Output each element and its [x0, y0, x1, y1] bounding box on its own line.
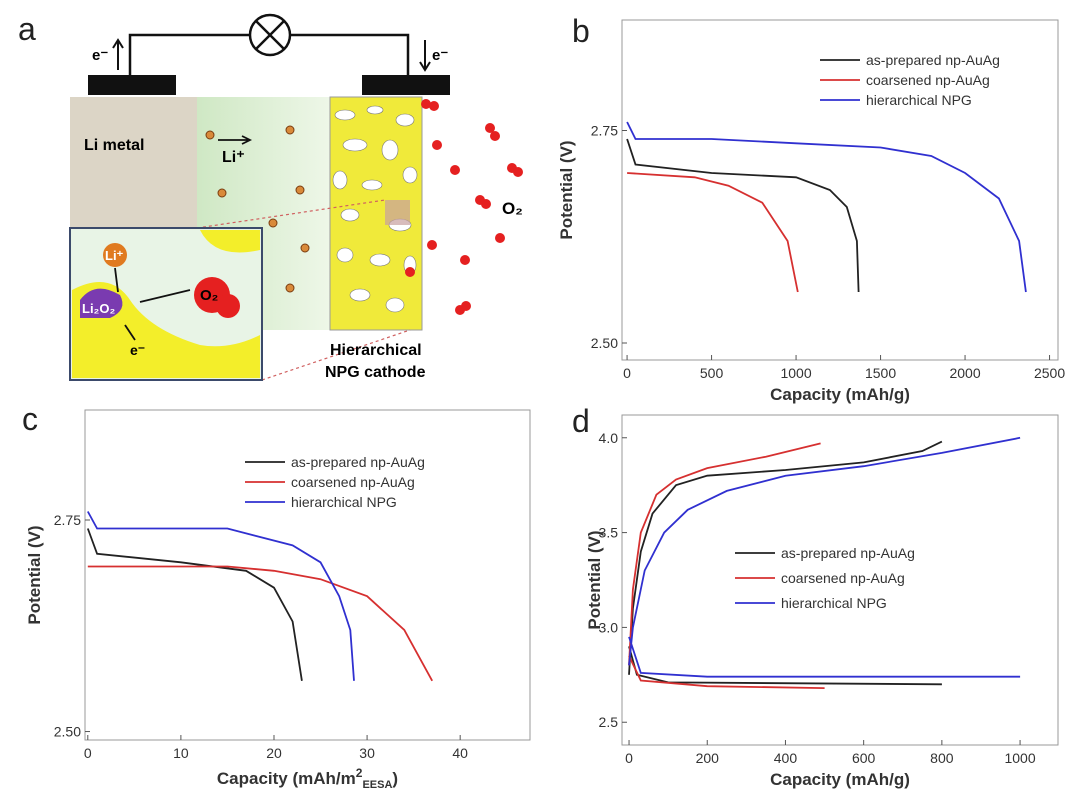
data-line — [626, 121, 1027, 293]
y-tick-label: 4.0 — [599, 430, 619, 446]
y-tick-label: 3.5 — [599, 525, 619, 541]
x-axis-title-part: Capacity (mAh/m — [217, 769, 356, 788]
o2 — [216, 294, 240, 318]
y-tick-label: 2.75 — [54, 512, 81, 528]
data-line — [628, 440, 943, 686]
cathode-label: NPG cathode — [325, 364, 426, 381]
y-axis-title: Potential (V) — [557, 140, 576, 239]
o2-label: O₂ — [502, 199, 523, 218]
arrow — [112, 38, 124, 70]
arrow — [419, 40, 431, 72]
x-tick-label: 600 — [852, 750, 876, 766]
y-tick-label: 2.50 — [54, 724, 81, 740]
pores — [332, 105, 418, 313]
x-tick-label: 0 — [625, 750, 633, 766]
x-axis-title: Capacity (mAh/g) — [770, 385, 910, 404]
x-tick-label: 40 — [452, 745, 468, 761]
legend-label: as-prepared np-AuAg — [781, 545, 915, 561]
panel-label: d — [572, 403, 590, 439]
data-line — [627, 172, 799, 293]
lamp-cross — [255, 20, 285, 50]
x-axis-title-part: EESA — [362, 779, 392, 791]
zoom-lines — [196, 199, 411, 381]
legend-label: hierarchical NPG — [866, 92, 972, 108]
x-tick-label: 800 — [930, 750, 954, 766]
panel-label: b — [572, 13, 590, 49]
x-tick-label: 2000 — [949, 365, 980, 381]
wire — [128, 33, 250, 75]
x-tick-label: 2500 — [1034, 365, 1065, 381]
li-ion — [103, 243, 127, 267]
x-tick-label: 30 — [359, 745, 375, 761]
electron-label: e⁻ — [92, 47, 108, 64]
x-tick-label: 400 — [774, 750, 798, 766]
inset-e-label: e⁻ — [130, 342, 145, 358]
li2o2-deposit — [80, 288, 123, 318]
legend-label: coarsened np-AuAg — [781, 570, 905, 586]
legend-label: coarsened np-AuAg — [291, 474, 415, 490]
panel-label: c — [22, 401, 38, 437]
arrow — [218, 135, 253, 145]
zoom-region — [385, 200, 410, 225]
panel-label: a — [18, 11, 36, 47]
legend-label: hierarchical NPG — [291, 494, 397, 510]
diagram: a e⁻ e⁻ Li metal Li⁺ O₂ Li₂O₂ Li⁺ O₂ e⁻ … — [18, 11, 523, 381]
electrode — [362, 75, 450, 95]
wire — [290, 33, 410, 75]
x-tick-label: 0 — [623, 365, 631, 381]
legend-label: as-prepared np-AuAg — [291, 454, 425, 470]
y-tick-label: 2.50 — [591, 335, 618, 351]
electrode — [88, 75, 176, 95]
arrows — [114, 267, 191, 341]
x-axis-title: Capacity (mAh/g) — [770, 770, 910, 789]
x-tick-label: 1500 — [865, 365, 896, 381]
x-tick-label: 10 — [173, 745, 189, 761]
ion-label: Li⁺ — [222, 149, 245, 166]
inset-gold — [200, 230, 260, 253]
x-tick-label: 20 — [266, 745, 282, 761]
x-tick-label: 0 — [84, 745, 92, 761]
x-axis-title-part: ) — [392, 769, 398, 788]
x-tick-label: 500 — [700, 365, 724, 381]
y-axis-title: Potential (V) — [25, 525, 44, 624]
inset-li-label: Li⁺ — [105, 248, 124, 263]
y-tick-label: 2.75 — [591, 123, 618, 139]
y-tick-label: 3.0 — [599, 619, 619, 635]
data-line — [626, 138, 860, 293]
x-tick-label: 200 — [696, 750, 720, 766]
legend-label: as-prepared np-AuAg — [866, 52, 1000, 68]
x-tick-label: 1000 — [780, 365, 811, 381]
plot-frame — [621, 19, 1059, 361]
o2-molecules — [405, 99, 523, 315]
electron-label: e⁻ — [432, 47, 448, 64]
li2o2-label: Li₂O₂ — [82, 301, 115, 316]
plot-frame — [621, 414, 1059, 746]
data-line — [86, 528, 303, 681]
x-axis-title: Capacity (mAh/m2EESA) — [217, 766, 398, 791]
data-line — [87, 511, 355, 681]
legend-label: hierarchical NPG — [781, 595, 887, 611]
y-tick-label: 2.5 — [599, 714, 619, 730]
x-axis-title-part: 2 — [356, 766, 363, 780]
data-line — [87, 565, 433, 682]
cathode-label: Hierarchical — [330, 342, 422, 359]
anode-label: Li metal — [84, 137, 144, 154]
data-line — [628, 436, 1021, 678]
plot-frame — [84, 409, 531, 741]
x-tick-label: 1000 — [1004, 750, 1035, 766]
legend-label: coarsened np-AuAg — [866, 72, 990, 88]
data-line — [628, 442, 825, 689]
y-axis-title: Potential (V) — [585, 530, 604, 629]
inset-o2-label: O₂ — [200, 287, 218, 304]
